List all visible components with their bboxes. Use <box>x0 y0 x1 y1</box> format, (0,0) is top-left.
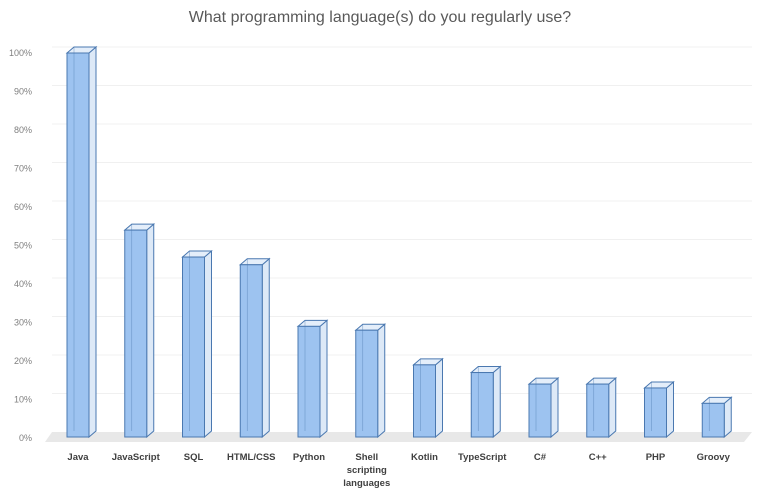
bars <box>65 45 733 439</box>
y-tick-label: 40% <box>14 279 32 289</box>
x-tick-label: scripting <box>347 465 387 476</box>
bar-side <box>608 377 617 439</box>
bar <box>527 377 560 439</box>
y-tick-label: 50% <box>14 241 32 251</box>
bar-side <box>435 357 443 439</box>
x-tick-label: Python <box>293 452 325 463</box>
bar-front <box>355 329 379 438</box>
bar-side <box>88 45 97 439</box>
bar <box>469 365 502 439</box>
bar <box>123 223 156 439</box>
bar-front <box>586 383 610 438</box>
gridlines <box>52 46 752 394</box>
y-tick-label: 60% <box>14 202 32 212</box>
x-tick-label: Shell <box>355 452 378 463</box>
bar-front <box>413 364 436 438</box>
y-tick-label: 100% <box>9 48 32 58</box>
bar <box>181 249 213 439</box>
x-tick-label: HTML/CSS <box>227 452 276 463</box>
x-axis: Java JavaScript SQL HTML/CSS Python Shell scri… <box>67 452 730 489</box>
bar-front <box>66 52 90 438</box>
chart-title: What programming language(s) do you regu… <box>189 9 572 26</box>
y-tick-label: 70% <box>14 164 32 174</box>
y-tick-label: 90% <box>14 87 32 97</box>
bar-side <box>261 257 270 439</box>
bar <box>238 257 271 439</box>
x-tick-label: languages <box>343 478 390 489</box>
bar <box>700 396 733 439</box>
bar <box>354 323 387 439</box>
chart-floor <box>45 432 752 442</box>
bar-front <box>297 325 321 438</box>
bar-side <box>666 380 674 439</box>
y-tick-label: 0% <box>19 433 32 443</box>
bar-front <box>124 229 148 438</box>
bar-front <box>182 256 205 438</box>
x-tick-label: C++ <box>589 452 607 463</box>
bar <box>585 377 618 439</box>
y-tick-label: 30% <box>14 318 32 328</box>
x-tick-label: C# <box>534 452 547 463</box>
bar-front <box>644 387 667 438</box>
bar <box>643 380 675 439</box>
y-tick-label: 80% <box>14 125 32 135</box>
x-tick-label: PHP <box>646 452 666 463</box>
bar-side <box>146 223 155 439</box>
bar-side <box>723 396 732 439</box>
bar-side <box>550 377 559 439</box>
x-tick-label: TypeScript <box>458 452 507 463</box>
x-tick-label: SQL <box>184 452 204 463</box>
bar-side <box>492 365 501 439</box>
bar-side <box>319 319 328 439</box>
bar-side <box>204 249 212 439</box>
bar <box>296 319 329 439</box>
x-tick-label: JavaScript <box>112 452 161 463</box>
bar-side <box>377 323 386 439</box>
y-tick-label: 10% <box>14 395 32 405</box>
bar-front <box>470 372 494 438</box>
x-tick-label: Groovy <box>697 452 731 463</box>
bar <box>65 45 98 439</box>
y-tick-label: 20% <box>14 356 32 366</box>
bar-front <box>701 402 725 438</box>
bar <box>412 357 444 439</box>
bar-front <box>239 264 263 438</box>
x-tick-label: Kotlin <box>411 452 438 463</box>
y-axis: 0% 10% 20% 30% 40% 50% 60% 70% 80% 90% 100% <box>9 48 32 443</box>
x-tick-label: Java <box>67 452 89 463</box>
bar-front <box>528 383 552 438</box>
